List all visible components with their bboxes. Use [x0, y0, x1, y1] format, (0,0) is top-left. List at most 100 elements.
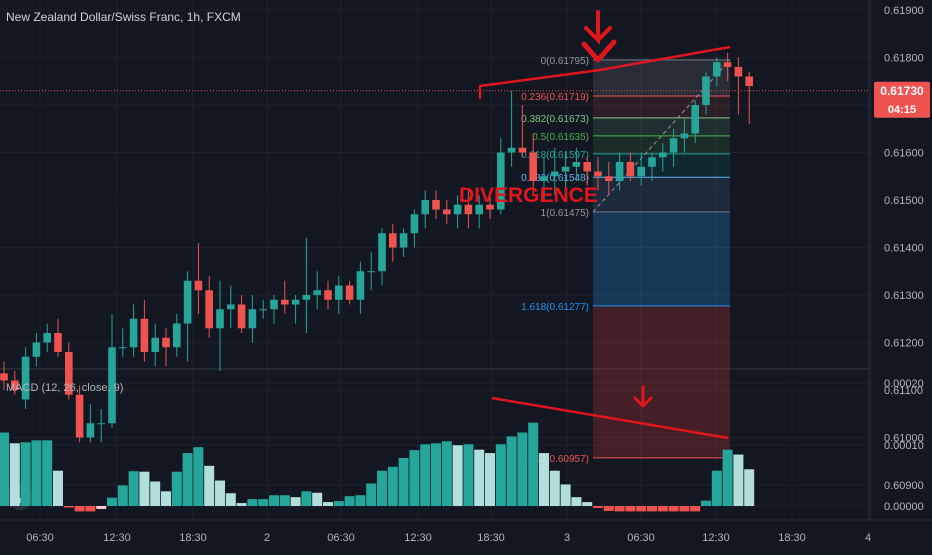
fib-zone: [593, 117, 730, 136]
candle-down: [583, 162, 591, 172]
macd-bar-positive: [323, 502, 333, 506]
macd-bar-positive: [722, 449, 733, 506]
candle-down: [11, 380, 19, 390]
divergence-arrow-icon: [584, 10, 612, 45]
macd-bar-positive: [247, 499, 258, 506]
time-tick-label: 18:30: [778, 532, 806, 544]
candle-up: [410, 214, 419, 234]
macd-bar-negative: [679, 506, 690, 512]
candle-up: [21, 356, 30, 400]
divergence-line-price-high: [599, 45, 731, 72]
macd-bar-positive: [571, 497, 582, 506]
candle-up: [108, 347, 116, 424]
macd-bar-positive: [279, 495, 290, 506]
time-axis-panel: [0, 520, 932, 550]
price-tick-label: 0.61900: [884, 5, 924, 17]
candle-up: [86, 423, 95, 438]
macd-bar-positive: [0, 432, 9, 506]
macd-bar-positive: [463, 444, 474, 506]
macd-bar-positive: [333, 501, 344, 506]
candle-down: [162, 337, 170, 348]
candle-down: [464, 204, 473, 215]
price-tick-label: 0.61800: [884, 53, 924, 65]
fib-level-label: 2.618(0.60957): [521, 454, 589, 465]
macd-bar-negative: [657, 506, 668, 512]
macd-bar-positive: [420, 444, 431, 506]
macd-bar-negative: [96, 506, 107, 509]
candle-up: [551, 171, 559, 177]
macd-bar-positive: [387, 466, 398, 506]
macd-bar-positive: [182, 453, 193, 506]
candle-down: [0, 373, 8, 381]
macd-bar-positive: [204, 465, 215, 506]
candle-up: [497, 152, 505, 210]
macd-bar-positive: [290, 497, 301, 506]
time-tick-label: 4: [865, 532, 871, 544]
candle-down: [734, 67, 743, 77]
macd-histogram[interactable]: [0, 422, 755, 512]
candle-up: [680, 133, 689, 139]
macd-bar-positive: [53, 470, 63, 506]
macd-bar-positive: [215, 480, 225, 506]
macd-bar-positive: [485, 453, 495, 506]
fib-zone: [593, 177, 730, 212]
candle-up: [335, 285, 343, 300]
macd-bar-positive: [312, 492, 323, 506]
price-tick-label: 0.61500: [884, 195, 924, 207]
macd-bar-positive: [582, 502, 593, 506]
candle-up: [648, 157, 656, 167]
candle-up: [561, 166, 570, 172]
candle-up: [615, 162, 624, 181]
current-price-badge: [874, 81, 930, 118]
macd-bar-negative: [690, 506, 701, 512]
candle-up: [378, 233, 386, 272]
candle-up: [572, 162, 581, 167]
macd-bar-negative: [625, 506, 636, 512]
candle-up: [43, 333, 51, 343]
candle-up: [669, 138, 678, 153]
candle-up: [248, 309, 257, 329]
price-tick-label: 0.61400: [884, 243, 924, 255]
fib-level-label: 0.236(0.61719): [521, 92, 589, 103]
candle-down: [745, 76, 753, 86]
divergence-arrow-icon: [633, 385, 653, 408]
macd-bar-positive: [107, 497, 117, 506]
candle-up: [367, 271, 375, 273]
macd-bar-positive: [517, 432, 528, 506]
fibonacci-retracement[interactable]: 0(0.61795) 0.236(0.61719) 0.382(0.61673) 0.…: [521, 56, 731, 465]
fib-zone: [593, 135, 730, 154]
candle-down: [281, 299, 289, 305]
candle-up: [356, 271, 365, 300]
macd-bar-positive: [139, 471, 150, 506]
candle-up: [291, 299, 300, 305]
macd-bar-positive: [506, 436, 517, 506]
candle-up: [151, 337, 159, 352]
macd-bar-negative: [74, 506, 85, 512]
fib-zone: [593, 153, 730, 178]
divergence-arrow-icon: [581, 39, 617, 63]
candle-down: [194, 280, 203, 291]
fib-level-label: 1(0.61475): [541, 208, 589, 219]
candle-up: [227, 304, 235, 310]
macd-bar-positive: [117, 485, 128, 506]
divergence-line-macd: [491, 396, 729, 440]
candle-up: [97, 423, 105, 425]
macd-bar-negative: [636, 506, 647, 512]
macd-bar-positive: [398, 457, 409, 506]
macd-tick-label: 0.00000: [884, 501, 924, 513]
price-tick-label: 0.61200: [884, 338, 924, 350]
time-tick-label: 12:30: [702, 532, 730, 544]
candle-up: [713, 62, 721, 77]
macd-bar-positive: [441, 441, 452, 506]
price-tick-label: 0.61100: [884, 385, 923, 397]
candle-up: [421, 200, 429, 215]
macd-bar-negative: [85, 506, 96, 512]
candlestick-series[interactable]: [0, 52, 753, 443]
price-tick-label: 0.61600: [884, 148, 924, 160]
macd-tick-label: 0.00020: [884, 378, 924, 390]
time-tick-label: 2: [264, 532, 270, 544]
macd-bar-negative: [63, 506, 74, 508]
